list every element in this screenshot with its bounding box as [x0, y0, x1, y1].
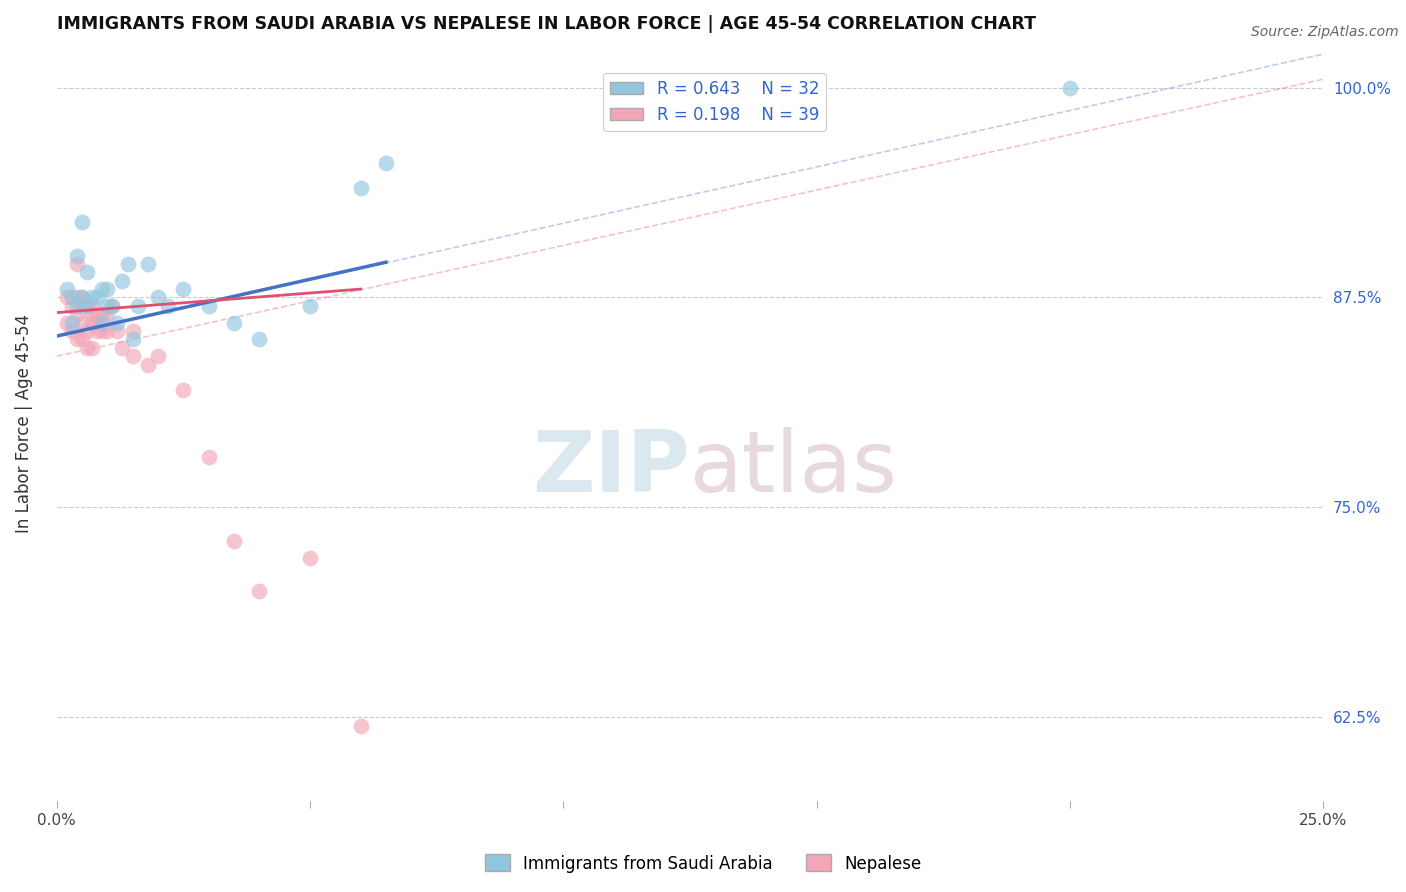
- Point: [121, 349, 143, 363]
- Text: Source: ZipAtlas.com: Source: ZipAtlas.com: [1251, 25, 1399, 39]
- Point: [70, 291, 93, 305]
- Point: [136, 358, 159, 372]
- Point: [66, 307, 89, 321]
- Point: [146, 349, 169, 363]
- Point: [86, 291, 108, 305]
- Point: [172, 383, 194, 397]
- Point: [70, 215, 93, 229]
- Point: [66, 291, 89, 305]
- Point: [96, 299, 118, 313]
- Point: [101, 299, 124, 313]
- Point: [197, 299, 219, 313]
- Point: [157, 299, 180, 313]
- Text: ZIP: ZIP: [533, 427, 690, 510]
- Point: [70, 291, 93, 305]
- Point: [60, 291, 83, 305]
- Point: [55, 316, 77, 330]
- Point: [374, 156, 396, 170]
- Point: [91, 316, 114, 330]
- Point: [107, 324, 129, 338]
- Point: [172, 282, 194, 296]
- Point: [80, 307, 103, 321]
- Point: [136, 257, 159, 271]
- Point: [96, 282, 118, 296]
- Legend: Immigrants from Saudi Arabia, Nepalese: Immigrants from Saudi Arabia, Nepalese: [478, 847, 928, 880]
- Text: IMMIGRANTS FROM SAUDI ARABIA VS NEPALESE IN LABOR FORCE | AGE 45-54 CORRELATION : IMMIGRANTS FROM SAUDI ARABIA VS NEPALESE…: [56, 15, 1036, 33]
- Text: atlas: atlas: [690, 427, 898, 510]
- Legend: R = 0.643    N = 32, R = 0.198    N = 39: R = 0.643 N = 32, R = 0.198 N = 39: [603, 73, 825, 130]
- Point: [1059, 80, 1081, 95]
- Point: [80, 291, 103, 305]
- Point: [91, 324, 114, 338]
- Point: [111, 341, 134, 355]
- Point: [70, 299, 93, 313]
- Point: [127, 299, 149, 313]
- Point: [121, 333, 143, 347]
- Point: [60, 324, 83, 338]
- Point: [80, 341, 103, 355]
- Point: [55, 291, 77, 305]
- Point: [70, 316, 93, 330]
- Point: [86, 324, 108, 338]
- Point: [55, 282, 77, 296]
- Point: [70, 333, 93, 347]
- Point: [107, 316, 129, 330]
- Point: [222, 316, 245, 330]
- Point: [76, 299, 98, 313]
- Point: [66, 299, 89, 313]
- Point: [60, 299, 83, 313]
- Y-axis label: In Labor Force | Age 45-54: In Labor Force | Age 45-54: [15, 314, 32, 533]
- Point: [96, 307, 118, 321]
- Point: [247, 333, 270, 347]
- Point: [349, 181, 371, 195]
- Point: [60, 316, 83, 330]
- Point: [222, 533, 245, 548]
- Point: [146, 291, 169, 305]
- Point: [66, 333, 89, 347]
- Point: [111, 274, 134, 288]
- Point: [247, 584, 270, 599]
- Point: [80, 299, 103, 313]
- Point: [298, 550, 321, 565]
- Point: [66, 248, 89, 262]
- Point: [96, 324, 118, 338]
- Point: [76, 299, 98, 313]
- Point: [91, 282, 114, 296]
- Point: [298, 299, 321, 313]
- Point: [101, 299, 124, 313]
- Point: [80, 316, 103, 330]
- Point: [86, 307, 108, 321]
- Point: [121, 324, 143, 338]
- Point: [197, 450, 219, 464]
- Point: [349, 718, 371, 732]
- Point: [86, 316, 108, 330]
- Point: [66, 257, 89, 271]
- Point: [76, 341, 98, 355]
- Point: [76, 265, 98, 279]
- Point: [117, 257, 139, 271]
- Point: [91, 307, 114, 321]
- Point: [76, 324, 98, 338]
